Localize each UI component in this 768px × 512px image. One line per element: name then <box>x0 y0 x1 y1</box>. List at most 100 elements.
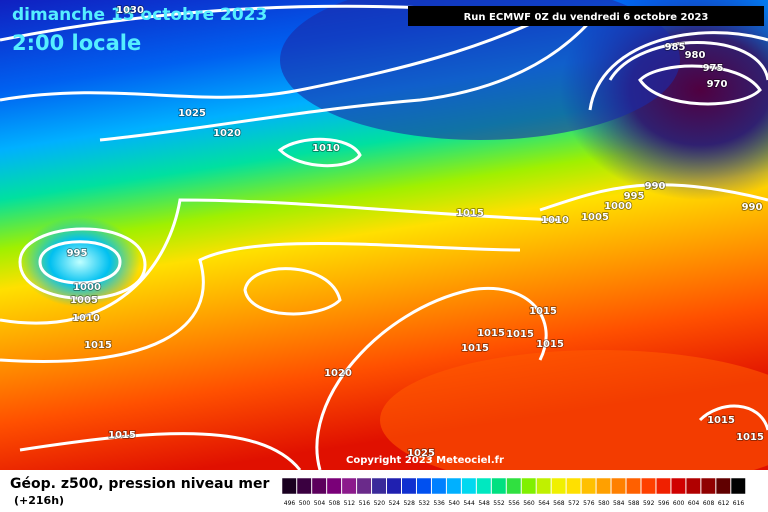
isobar-label: 980 <box>685 50 706 61</box>
lead-time: (+216h) <box>14 494 64 507</box>
scale-swatch <box>401 477 417 495</box>
scale-label: 580 <box>598 500 610 507</box>
forecast-time: 2:00 locale <box>12 31 141 55</box>
isobar-label: 1025 <box>178 108 206 119</box>
scale-swatch <box>536 477 552 495</box>
scale-label: 596 <box>658 500 670 507</box>
scale-swatch <box>730 477 746 495</box>
scale-swatch <box>476 477 492 495</box>
scale-label: 540 <box>448 500 460 507</box>
scale-label: 576 <box>583 500 595 507</box>
scale-swatch <box>386 477 402 495</box>
scale-swatch <box>566 477 582 495</box>
footer-title: Géop. z500, pression niveau mer <box>10 476 269 492</box>
isobar-label: 995 <box>67 248 88 259</box>
scale-label: 588 <box>628 500 640 507</box>
scale-label: 556 <box>508 500 520 507</box>
scale-swatch <box>715 477 731 495</box>
isobar-label: 1015 <box>536 339 564 350</box>
scale-swatch <box>296 477 312 495</box>
isobar-label: 1010 <box>72 313 100 324</box>
scale-swatch <box>655 477 671 495</box>
isobar-label: 1005 <box>581 212 609 223</box>
scale-label: 572 <box>568 500 580 507</box>
isobar-label: 990 <box>645 181 666 192</box>
isobar-label: 975 <box>703 63 724 74</box>
isobar-label: 990 <box>742 202 763 213</box>
scale-label: 496 <box>284 500 296 507</box>
run-info: Run ECMWF 0Z du vendredi 6 octobre 2023 <box>464 12 709 23</box>
isobar-label: 1015 <box>456 208 484 219</box>
scale-label: 612 <box>718 500 730 507</box>
forecast-date: dimanche 15 octobre 2023 <box>12 5 267 25</box>
isobar-label: 1020 <box>324 368 352 379</box>
cyclone <box>20 217 140 307</box>
isobar-label: 1015 <box>707 415 735 426</box>
scale-label: 516 <box>359 500 371 507</box>
scale-swatch <box>640 477 656 495</box>
scale-label: 564 <box>538 500 550 507</box>
scale-swatch <box>311 477 327 495</box>
scale-label: 608 <box>703 500 715 507</box>
scale-label: 544 <box>463 500 475 507</box>
scale-swatch <box>700 477 716 495</box>
scale-label: 548 <box>478 500 490 507</box>
scale-label: 536 <box>433 500 445 507</box>
isobar-label: 1015 <box>736 432 764 443</box>
isobar-label: 1015 <box>529 306 557 317</box>
isobar-label: 1030 <box>116 5 144 16</box>
isobar-label: 1015 <box>506 329 534 340</box>
scale-label: 520 <box>374 500 386 507</box>
scale-label: 532 <box>418 500 430 507</box>
scale-swatch <box>670 477 686 495</box>
scale-label: 528 <box>403 500 415 507</box>
scale-swatch <box>551 477 567 495</box>
scale-swatch <box>446 477 462 495</box>
scale-swatch <box>581 477 597 495</box>
scale-label: 508 <box>329 500 341 507</box>
run-box <box>408 6 764 26</box>
scale-label: 560 <box>523 500 535 507</box>
isobar-label: 1010 <box>312 143 340 154</box>
isobars <box>0 4 768 471</box>
scale-label: 604 <box>688 500 700 507</box>
scale-swatch <box>431 477 447 495</box>
scale-label: 584 <box>613 500 625 507</box>
scale-label: 616 <box>733 500 745 507</box>
isobar-label: 1015 <box>108 430 136 441</box>
scale-swatch <box>611 477 627 495</box>
isobar-label: 1015 <box>84 340 112 351</box>
scale-swatch <box>341 477 357 495</box>
isobar-label: 1015 <box>461 343 489 354</box>
scale-swatch <box>326 477 342 495</box>
isobar-label: 985 <box>665 42 686 53</box>
isobar-label: 1000 <box>604 201 632 212</box>
scale-label: 500 <box>299 500 311 507</box>
scale-swatch <box>521 477 537 495</box>
scale-swatch <box>626 477 641 495</box>
isobar-label: 1005 <box>70 295 98 306</box>
isobar-label: 1025 <box>407 448 435 459</box>
scale-label: 552 <box>493 500 505 507</box>
scale-label: 568 <box>553 500 565 507</box>
scale-swatch <box>416 477 432 495</box>
isobar-label: 970 <box>707 79 728 90</box>
scale-swatch <box>685 477 701 495</box>
scale-swatch <box>371 477 387 495</box>
warm-area <box>380 350 768 490</box>
scale-swatch <box>491 477 507 495</box>
isobar-label: 1015 <box>477 328 505 339</box>
scale-label: 512 <box>344 500 356 507</box>
scale-label: 592 <box>643 500 655 507</box>
scale-label: 524 <box>389 500 401 507</box>
isobar-label: 1020 <box>213 128 241 139</box>
scale-swatch <box>281 477 297 495</box>
isobar-label: 995 <box>624 191 645 202</box>
scale-swatch <box>356 477 372 495</box>
scale-swatch <box>596 477 612 495</box>
isobar-label: 1000 <box>73 282 101 293</box>
scale-label: 600 <box>673 500 685 507</box>
isobar-label: 1010 <box>541 215 569 226</box>
scale-label: 504 <box>314 500 326 507</box>
